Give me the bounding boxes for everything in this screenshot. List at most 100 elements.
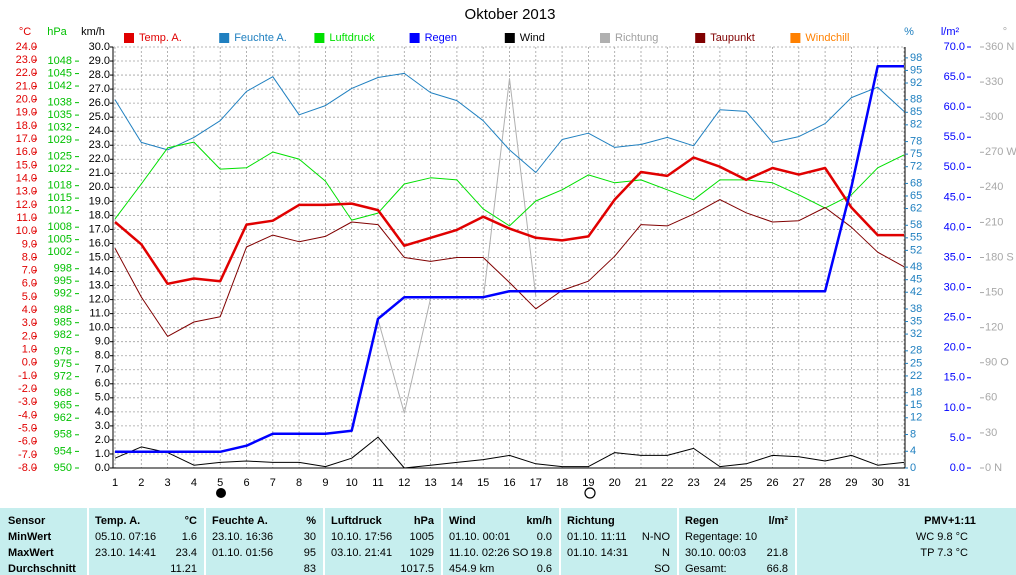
cell-value: 1029 [410, 547, 434, 559]
x-tick-label: 13 [424, 477, 436, 489]
y-tick-label: 25 [910, 357, 922, 369]
legend-label: Temp. A. [139, 32, 182, 44]
axis-unit-label: % [904, 26, 914, 38]
column-header: Regen [685, 515, 719, 527]
y-tick-label: 48 [910, 261, 922, 273]
y-tick-label: 10.0 [89, 322, 110, 334]
y-tick-label: 35 [910, 315, 922, 327]
axis-unit-label: °C [19, 26, 31, 38]
y-tick-label: 20.0 [89, 181, 110, 193]
y-tick-label: 6.0 [22, 278, 37, 290]
y-tick-label: 82 [910, 119, 922, 131]
y-tick-label: 1008 [48, 221, 72, 233]
legend-label: Luftdruck [329, 32, 375, 44]
y-tick-label: 180 S [985, 251, 1014, 263]
y-tick-label: -8.0 [18, 462, 37, 474]
y-tick-label: 20.0 [944, 342, 965, 354]
cell-value: 0.6 [537, 563, 552, 575]
y-tick-label: 19.0 [16, 107, 37, 119]
y-tick-label: 1032 [48, 121, 72, 133]
y-tick-label: 1.0 [22, 344, 37, 356]
y-tick-label: 982 [54, 329, 72, 341]
y-tick-label: 992 [54, 288, 72, 300]
y-tick-label: 8.0 [22, 251, 37, 263]
legend-swatch [600, 33, 610, 43]
y-tick-label: 8 [910, 428, 916, 440]
y-tick-label: 0 N [985, 462, 1002, 474]
x-tick-label: 31 [898, 477, 910, 489]
column-unit: °C [185, 515, 197, 527]
y-tick-label: 5.0 [95, 392, 110, 404]
axis-unit-label: hPa [47, 26, 67, 38]
legend-label: Windchill [805, 32, 849, 44]
cell-value: 83 [304, 563, 316, 575]
chart-title: Oktober 2013 [465, 6, 556, 23]
y-tick-label: 30.0 [944, 281, 965, 293]
x-tick-label: 20 [609, 477, 621, 489]
y-tick-label: 14.0 [16, 172, 37, 184]
y-tick-label: -7.0 [18, 449, 37, 461]
y-tick-label: 65 [910, 190, 922, 202]
cell-value: 0.0 [537, 531, 552, 543]
x-tick-label: 14 [451, 477, 463, 489]
y-tick-label: 25.0 [944, 312, 965, 324]
y-tick-label: 25.0 [89, 111, 110, 123]
y-tick-label: 240 [985, 181, 1003, 193]
series-line [377, 78, 537, 414]
y-tick-label: -2.0 [18, 383, 37, 395]
y-tick-label: 1025 [48, 151, 72, 163]
y-tick-label: 1029 [48, 134, 72, 146]
y-tick-label: 29.0 [89, 55, 110, 67]
y-tick-label: 62 [910, 202, 922, 214]
row-header: MaxWert [8, 547, 54, 559]
y-tick-label: 35.0 [944, 251, 965, 263]
legend-swatch [219, 33, 230, 43]
x-tick-label: 7 [270, 477, 276, 489]
y-tick-label: 92 [910, 77, 922, 89]
row-header: Durchschnitt [8, 563, 76, 575]
y-tick-label: 45 [910, 274, 922, 286]
y-tick-label: 1042 [48, 80, 72, 92]
x-tick-label: 16 [503, 477, 515, 489]
y-tick-label: 1002 [48, 246, 72, 258]
cell-label: 23.10. 16:36 [212, 531, 273, 543]
x-tick-label: 9 [322, 477, 328, 489]
y-tick-label: 2.0 [22, 330, 37, 342]
y-tick-label: 15.0 [944, 372, 965, 384]
x-tick-label: 26 [766, 477, 778, 489]
y-tick-label: 85 [910, 106, 922, 118]
cell-value: 66.8 [767, 563, 788, 575]
y-tick-label: 5.0 [950, 432, 965, 444]
column-unit: km/h [526, 515, 552, 527]
y-tick-label: 20.0 [16, 94, 37, 106]
y-tick-label: 28.0 [89, 69, 110, 81]
y-tick-label: 55 [910, 232, 922, 244]
y-tick-label: 954 [54, 445, 72, 457]
column-header: PMV+1:11 [924, 515, 976, 527]
column-unit: l/m² [768, 515, 788, 527]
axis-unit-label: l/m² [941, 26, 960, 38]
y-tick-label: 90 O [985, 357, 1009, 369]
y-tick-label: 9.0 [95, 336, 110, 348]
y-tick-label: 38 [910, 303, 922, 315]
cell-label: 01.10. 00:01 [449, 531, 510, 543]
y-tick-label: 22.0 [89, 153, 110, 165]
cell-value: 21.8 [767, 547, 788, 559]
x-tick-label: 2 [138, 477, 144, 489]
x-tick-label: 23 [687, 477, 699, 489]
y-tick-label: 75 [910, 148, 922, 160]
y-tick-label: 1038 [48, 97, 72, 109]
y-tick-label: 42 [910, 286, 922, 298]
x-tick-label: 27 [793, 477, 805, 489]
y-tick-label: 270 W [985, 146, 1016, 158]
y-tick-label: 10.0 [944, 402, 965, 414]
cell-label: 11.10. 02:26 SO [449, 547, 529, 559]
y-tick-label: 210 [985, 216, 1003, 228]
x-tick-label: 6 [243, 477, 249, 489]
y-tick-label: 1005 [48, 234, 72, 246]
y-tick-label: 4 [910, 445, 916, 457]
y-tick-label: 58 [910, 219, 922, 231]
y-tick-label: 972 [54, 371, 72, 383]
x-tick-label: 5 [217, 477, 223, 489]
